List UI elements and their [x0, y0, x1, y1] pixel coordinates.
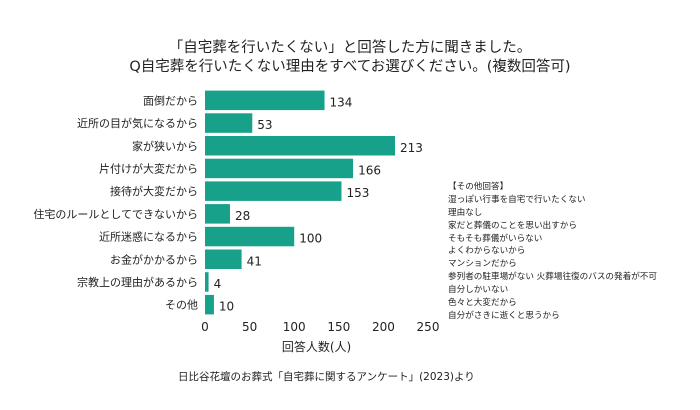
other-response-item: よくわからないから	[448, 246, 526, 257]
data-label: 4	[214, 277, 222, 291]
bar	[205, 226, 295, 247]
x-tick-label: 0	[201, 320, 209, 334]
other-response-item: マンションだから	[448, 259, 517, 270]
bar	[205, 249, 242, 269]
data-label: 134	[330, 95, 353, 109]
other-response-item: 色々と大変だから	[448, 298, 517, 309]
chart-title-line-2: Q自宅葬を行いたくない理由をすべてお選びください。(複数回答可)	[129, 59, 571, 75]
other-response-item: 参列者の駐車場がない 火葬場往復のバスの発着が不可	[448, 272, 657, 283]
bar	[205, 272, 209, 292]
data-label: 28	[235, 209, 250, 223]
other-response-item: 家だと葬儀のことを思い出すから	[448, 220, 577, 231]
category-label: 近所迷惑になるから	[99, 230, 198, 244]
category-label: 近所の目が気になるから	[77, 116, 198, 130]
other-responses-list: 湿っぽい行事を自宅で行いたくない 理由なし家だと葬儀のことを思い出すから そもそも葬…	[448, 194, 657, 323]
bar	[205, 158, 354, 179]
bar	[205, 136, 395, 156]
bar	[205, 181, 342, 201]
x-tick-label: 150	[327, 320, 350, 334]
other-response-item: 理由なし	[448, 207, 483, 218]
bar	[205, 113, 253, 133]
other-responses-box: 【その他回答】 湿っぽい行事を自宅で行いたくない 理由なし家だと葬儀のことを思い出…	[448, 181, 657, 323]
other-response-item: そもそも葬儀がいらない	[448, 233, 543, 244]
category-label: 家が狭いから	[132, 139, 198, 153]
source-note: 日比谷花壇のお葬式「自宅葬に関するアンケート」(2023)より	[178, 371, 475, 383]
category-label: 宗教上の理由があるから	[77, 275, 198, 289]
category-label: 接待が大変だから	[110, 184, 198, 198]
category-label: 片付けが大変だから	[99, 161, 198, 175]
x-tick-label: 50	[242, 320, 257, 334]
data-label: 53	[257, 118, 272, 132]
other-responses-heading: 【その他回答】	[448, 182, 509, 192]
x-tick-label: 200	[372, 320, 395, 334]
bar	[205, 294, 214, 315]
data-label: 213	[400, 141, 423, 155]
category-label: 住宅のルールとしてできないから	[33, 207, 198, 221]
data-label: 166	[358, 163, 381, 177]
category-label: 面倒だから	[143, 94, 198, 107]
data-label: 41	[247, 254, 262, 268]
bar	[205, 204, 230, 224]
data-label: 100	[299, 232, 322, 246]
x-tick-label: 100	[283, 320, 306, 334]
other-response-item: 湿っぽい行事を自宅で行いたくない	[448, 194, 586, 205]
chart-title-line-1: 「自宅葬を行いたくない」と回答した方に聞きました。	[168, 40, 532, 56]
category-label: お金がかかるから	[110, 252, 198, 266]
x-axis-label: 回答人数(人)	[282, 339, 351, 354]
other-response-item: 自分しかいない	[448, 285, 509, 296]
bar	[205, 90, 325, 111]
data-label: 10	[219, 300, 234, 314]
category-label: その他	[165, 299, 198, 312]
data-label: 153	[346, 186, 369, 200]
other-response-item: 自分がさきに逝くと思うから	[448, 310, 560, 321]
x-tick-label: 250	[417, 320, 440, 334]
